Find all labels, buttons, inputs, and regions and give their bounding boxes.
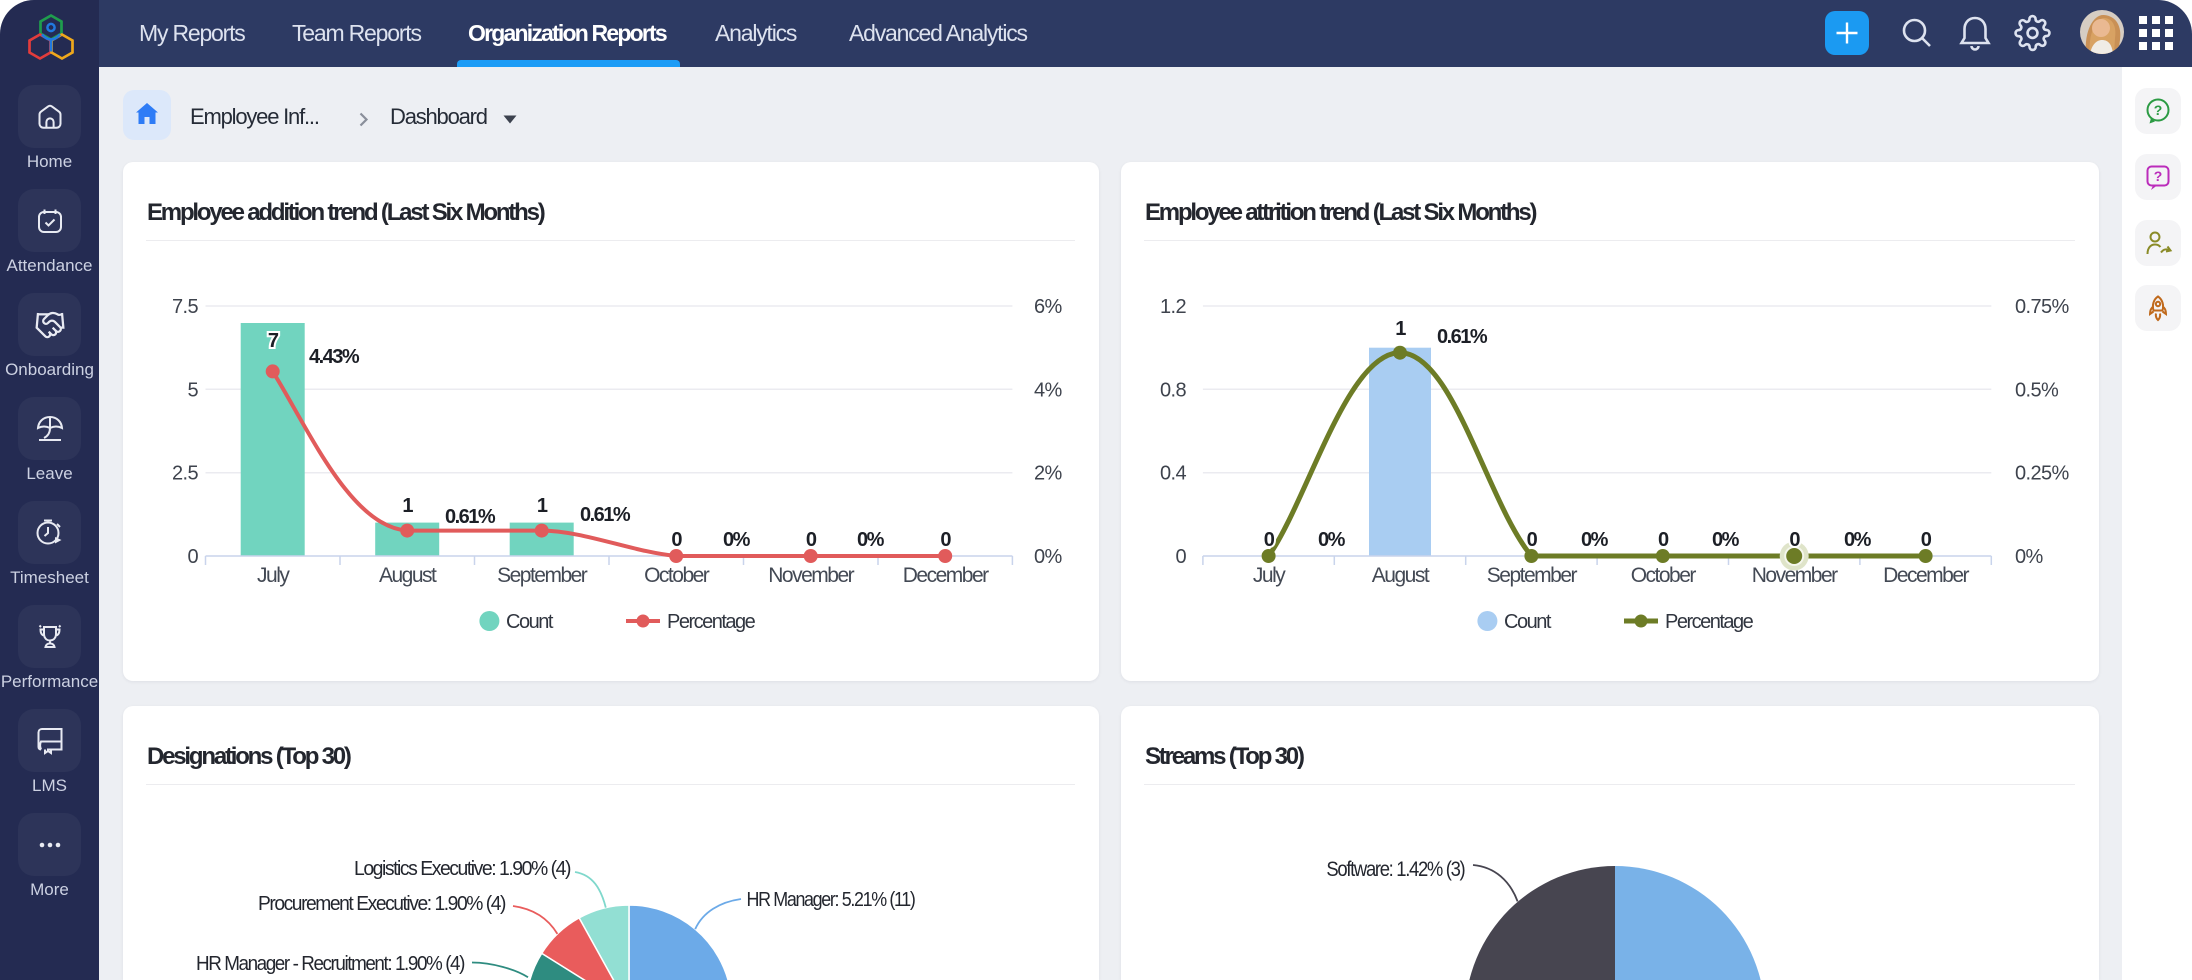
svg-text:Percentage: Percentage [667,611,756,633]
svg-text:0: 0 [187,546,198,568]
svg-text:0: 0 [1264,529,1275,551]
svg-text:0.8: 0.8 [1160,379,1186,401]
svg-text:0: 0 [671,529,682,551]
svg-text:October: October [644,564,710,587]
svg-text:0%: 0% [857,529,885,551]
svg-text:0: 0 [1175,546,1186,568]
svg-text:HR Manager - Recruitment: 1.90: HR Manager - Recruitment: 1.90% (4) [196,953,465,975]
svg-text:0: 0 [1658,529,1669,551]
svg-text:0%: 0% [1318,529,1346,551]
svg-text:7: 7 [268,330,279,352]
svg-text:July: July [257,564,290,587]
svg-text:1: 1 [402,495,413,517]
svg-text:HR Manager: 5.21% (11): HR Manager: 5.21% (11) [747,889,916,911]
svg-text:0%: 0% [723,529,751,551]
svg-text:0: 0 [806,529,817,551]
svg-text:0.4: 0.4 [1160,463,1186,485]
svg-text:0.5%: 0.5% [2015,379,2059,401]
svg-text:0: 0 [1921,529,1932,551]
svg-text:October: October [1631,564,1697,587]
svg-text:6%: 6% [1034,296,1063,318]
svg-text:2.5: 2.5 [172,463,198,485]
svg-text:Percentage: Percentage [1665,611,1754,633]
svg-text:September: September [497,564,588,587]
svg-text:5: 5 [187,379,198,401]
svg-text:0%: 0% [1844,529,1872,551]
svg-text:0: 0 [1789,529,1800,551]
svg-text:?: ? [2154,168,2163,184]
svg-text:July: July [1253,564,1286,587]
svg-text:0: 0 [1527,529,1538,551]
svg-text:1.2: 1.2 [1160,296,1186,318]
svg-text:0.61%: 0.61% [1437,326,1488,348]
svg-text:0.75%: 0.75% [2015,296,2070,318]
svg-text:Procurement Executive: 1.90% (: Procurement Executive: 1.90% (4) [258,893,506,915]
svg-text:August: August [1372,564,1430,587]
svg-text:2%: 2% [1034,463,1063,485]
svg-text:4%: 4% [1034,379,1063,401]
svg-text:Software: 1.42% (3): Software: 1.42% (3) [1326,858,1464,881]
svg-text:November: November [1752,564,1838,587]
svg-text:0%: 0% [1581,529,1609,551]
svg-text:Logistics Executive: 1.90% (4): Logistics Executive: 1.90% (4) [354,858,571,880]
svg-text:0.25%: 0.25% [2015,463,2070,485]
svg-text:Count: Count [1504,611,1552,633]
svg-text:4.43%: 4.43% [309,346,360,368]
svg-text:0.61%: 0.61% [580,504,631,526]
svg-text:December: December [903,564,989,587]
svg-text:0%: 0% [2015,546,2044,568]
svg-text:0%: 0% [1712,529,1740,551]
svg-text:December: December [1883,564,1969,587]
svg-text:August: August [379,564,437,587]
svg-text:7.5: 7.5 [172,296,198,318]
svg-text:?: ? [2154,102,2163,118]
svg-text:0: 0 [940,529,951,551]
svg-text:1: 1 [1395,318,1406,340]
svg-text:September: September [1487,564,1578,587]
svg-text:0%: 0% [1034,546,1063,568]
svg-text:November: November [768,564,854,587]
svg-text:Count: Count [506,611,554,633]
svg-text:1: 1 [537,495,548,517]
svg-text:0.61%: 0.61% [445,506,496,528]
